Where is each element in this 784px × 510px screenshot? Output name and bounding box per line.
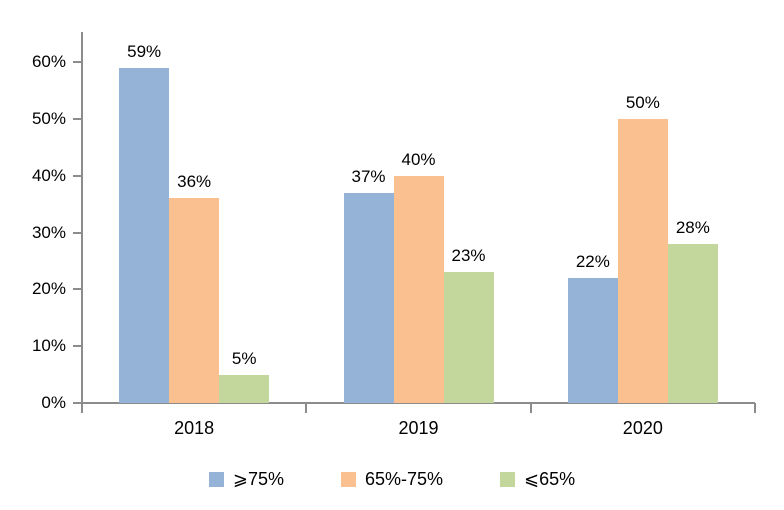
- y-tick: [73, 231, 81, 234]
- legend-label: ⩽65%: [524, 468, 576, 489]
- bar-value-label: 22%: [575, 251, 610, 271]
- y-tick-label: 0%: [41, 393, 66, 412]
- x-category-label: 2018: [174, 418, 215, 438]
- y-tick: [73, 288, 81, 291]
- bar-2020-series1: [567, 277, 618, 403]
- bar-value-label: 23%: [451, 246, 486, 266]
- legend-swatch-series1: [208, 471, 224, 487]
- bar-2018-series2: [169, 198, 220, 403]
- bar-value-label: 50%: [625, 92, 660, 112]
- bar-2020-series2: [617, 118, 668, 403]
- bar-value-label: 36%: [177, 172, 212, 192]
- y-tick: [73, 61, 81, 63]
- bar-value-label: 37%: [351, 166, 386, 186]
- legend-swatch-series3: [500, 471, 516, 487]
- x-category-label: 2019: [398, 418, 439, 438]
- bar-2019-series1: [343, 192, 394, 403]
- x-category-label: 2020: [622, 418, 663, 438]
- legend-item: 65%-75%: [340, 468, 444, 490]
- x-tick: [529, 403, 532, 413]
- bar-2019-series2: [393, 175, 444, 403]
- legend-label: ⩾75%: [232, 468, 284, 489]
- bar-value-label: 5%: [231, 348, 257, 368]
- bar-value-label: 28%: [675, 217, 710, 237]
- bar-value-label: 40%: [401, 149, 436, 169]
- y-tick: [73, 345, 81, 348]
- legend-label: 65%-75%: [364, 468, 444, 489]
- x-tick: [81, 403, 83, 413]
- x-tick: [754, 403, 756, 413]
- y-tick-label: 10%: [31, 336, 66, 356]
- legend-item: ⩽65%: [500, 469, 575, 490]
- y-tick-label: 50%: [31, 108, 66, 128]
- legend-item: ⩾75%: [208, 468, 284, 490]
- y-tick-label: 60%: [31, 52, 66, 71]
- x-axis: [82, 402, 755, 404]
- y-axis: [81, 32, 83, 413]
- y-tick: [73, 402, 81, 404]
- bar-2018-series3: [219, 374, 270, 403]
- x-tick: [305, 403, 308, 413]
- y-tick-label: 40%: [31, 165, 66, 185]
- legend: ⩾75% 65%-75% ⩽65%: [0, 464, 784, 494]
- bar-2020-series3: [667, 243, 718, 403]
- bar-value-label: 59%: [127, 41, 162, 61]
- bar-2018-series1: [119, 67, 170, 403]
- bar-2019-series3: [443, 272, 494, 403]
- y-tick-label: 20%: [31, 279, 66, 299]
- y-tick: [73, 174, 81, 177]
- y-tick: [73, 117, 81, 120]
- plot-area: 0% 10% 20% 30% 40% 50% 60% 59% 36% 5% 2018 37% 40% 23…: [31, 32, 756, 438]
- y-tick-label: 30%: [31, 222, 66, 242]
- legend-swatch-series2: [340, 471, 356, 487]
